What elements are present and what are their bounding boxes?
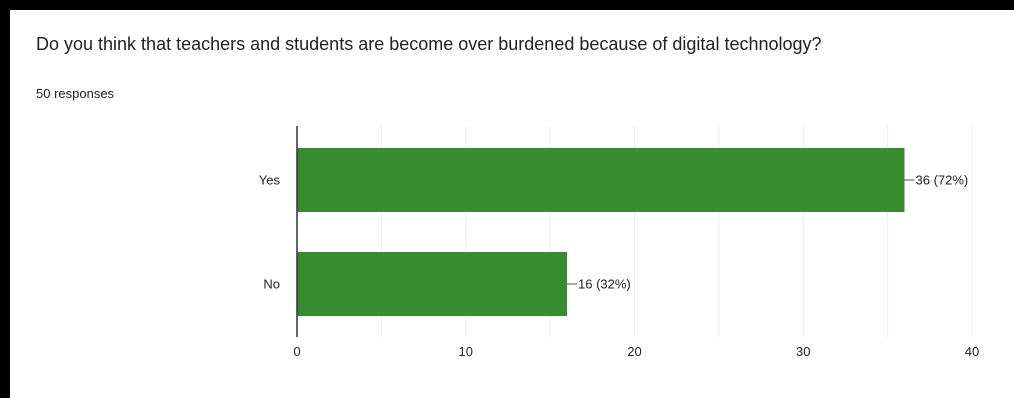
question-title: Do you think that teachers and students … xyxy=(36,34,822,54)
data-label-yes: 36 (72%) xyxy=(916,173,969,188)
x-tick-label: 40 xyxy=(965,344,979,359)
chart-card: Do you think that teachers and students … xyxy=(10,10,1014,398)
x-tick-label: 0 xyxy=(293,344,300,359)
bar-yes xyxy=(297,148,905,212)
bar-chart: 36 (72%) Yes 16 (32%) No 0 10 20 30 40 xyxy=(259,126,979,359)
bar-no xyxy=(297,252,567,316)
data-label-no: 16 (32%) xyxy=(578,277,631,292)
x-tick-label: 30 xyxy=(796,344,810,359)
category-label-yes: Yes xyxy=(259,173,281,188)
response-count: 50 responses xyxy=(36,86,115,101)
x-tick-label: 20 xyxy=(627,344,641,359)
category-label-no: No xyxy=(263,277,280,292)
x-tick-label: 10 xyxy=(459,344,473,359)
